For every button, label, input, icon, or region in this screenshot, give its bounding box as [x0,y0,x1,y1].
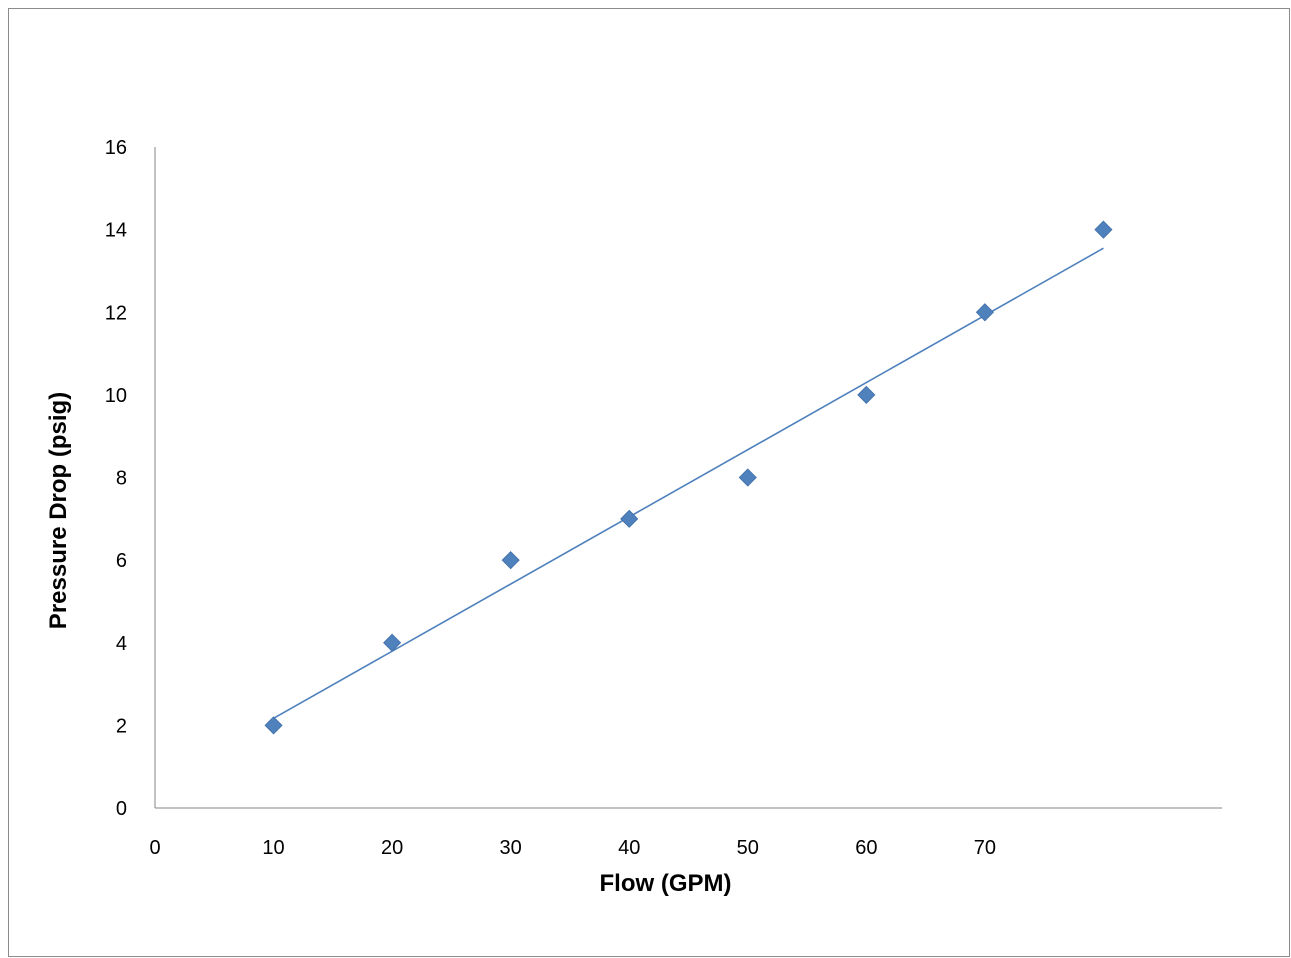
x-axis-title: Flow (GPM) [600,870,732,897]
x-tick-label: 30 [500,837,522,859]
data-point [738,468,757,487]
x-tick-label: 60 [855,837,877,859]
data-points [264,220,1113,735]
y-tick-label: 6 [116,550,127,572]
x-tick-label: 20 [381,837,403,859]
y-axis-title: Pressure Drop (psig) [45,392,72,629]
chart-frame [8,8,1290,957]
linear-trendline [273,247,1104,720]
y-tick-label: 16 [105,137,127,159]
y-axis-ticks: 0 2 4 6 8 10 12 14 16 [105,137,127,820]
y-tick-label: 0 [116,798,127,820]
data-point [620,509,639,528]
data-point [857,385,876,404]
x-tick-label: 70 [974,837,996,859]
x-tick-label: 40 [618,837,640,859]
data-point [1094,220,1113,239]
data-point [501,551,520,570]
x-axis-ticks: 0 10 20 30 40 50 60 70 [149,837,996,859]
x-tick-label: 10 [262,837,284,859]
y-tick-label: 14 [105,220,127,242]
data-point [264,716,283,735]
y-tick-label: 2 [116,715,127,737]
x-tick-label: 0 [149,837,160,859]
y-tick-label: 10 [105,385,127,407]
data-point [975,303,994,322]
x-tick-label: 50 [737,837,759,859]
y-tick-label: 4 [116,633,127,655]
y-tick-label: 12 [105,302,127,324]
y-tick-label: 8 [116,468,127,490]
data-point [383,633,402,652]
